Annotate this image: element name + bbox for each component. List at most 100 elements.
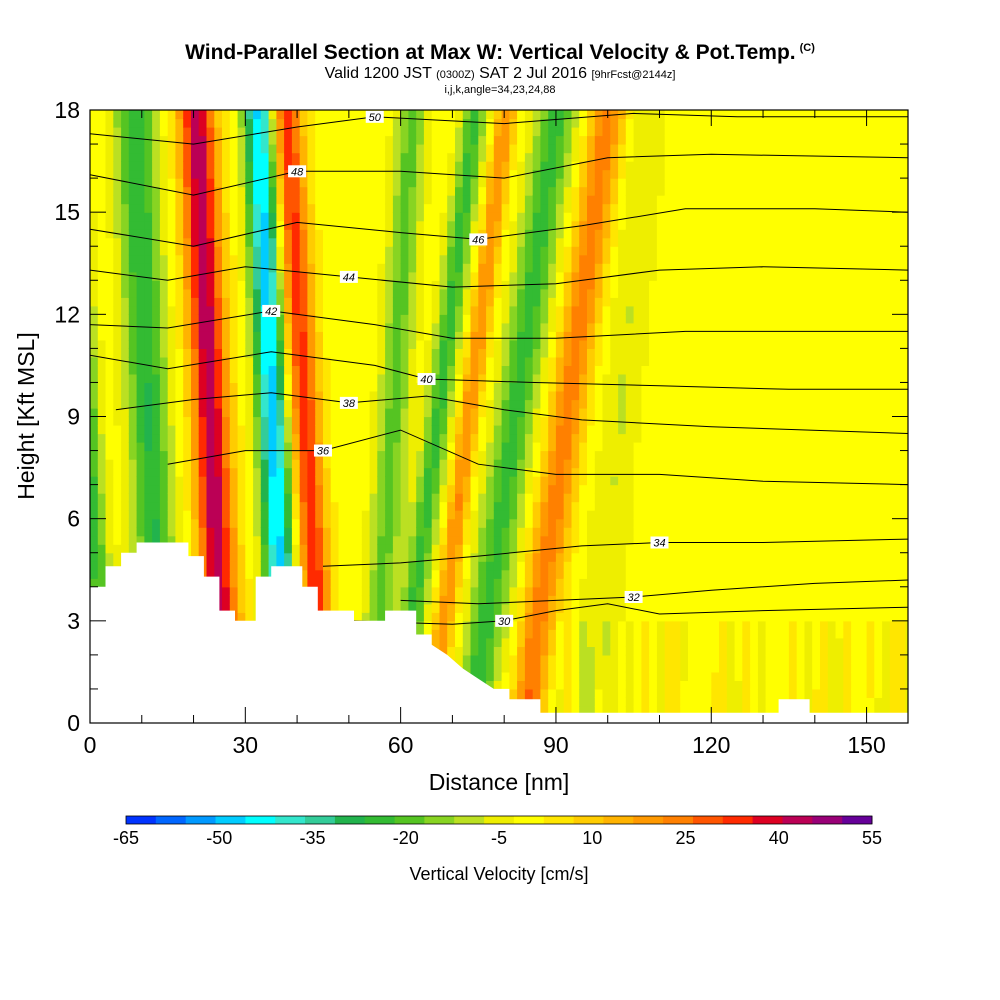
velocity-cell <box>323 254 332 264</box>
velocity-cell <box>183 212 192 222</box>
velocity-cell <box>214 118 223 128</box>
velocity-cell <box>416 144 425 154</box>
velocity-cell <box>392 348 402 358</box>
velocity-cell <box>354 467 363 477</box>
velocity-cell <box>136 425 145 435</box>
velocity-cell <box>447 595 456 605</box>
velocity-cell <box>423 493 433 503</box>
velocity-cell <box>470 484 479 494</box>
velocity-cell <box>571 144 580 154</box>
velocity-cell <box>478 178 487 188</box>
velocity-cell <box>431 186 441 196</box>
velocity-cell <box>594 118 604 128</box>
velocity-cell <box>284 467 293 477</box>
velocity-cell <box>408 152 417 162</box>
velocity-cell <box>121 510 130 520</box>
velocity-cell <box>214 356 223 366</box>
velocity-cell <box>555 365 565 375</box>
velocity-cell <box>330 544 340 554</box>
velocity-cell <box>175 280 184 290</box>
velocity-cell <box>540 476 549 486</box>
velocity-cell <box>90 339 99 349</box>
velocity-cell <box>501 510 510 520</box>
velocity-cell <box>571 425 580 435</box>
velocity-cell <box>90 161 99 171</box>
velocity-cell <box>447 220 456 230</box>
velocity-cell <box>532 603 542 613</box>
velocity-cell <box>330 467 340 477</box>
velocity-cell <box>563 135 573 145</box>
velocity-cell <box>470 518 479 528</box>
velocity-cell <box>299 476 309 486</box>
velocity-cell <box>183 399 192 409</box>
velocity-cell <box>455 161 464 171</box>
velocity-cell <box>563 467 573 477</box>
velocity-cell <box>237 425 246 435</box>
velocity-cell <box>486 416 495 426</box>
velocity-cell <box>315 144 324 154</box>
velocity-cell <box>284 280 293 290</box>
velocity-cell <box>276 246 285 256</box>
velocity-cell <box>470 552 479 562</box>
velocity-cell <box>167 348 177 358</box>
velocity-cell <box>548 118 557 128</box>
velocity-cell <box>354 408 363 418</box>
velocity-cell <box>361 135 371 145</box>
velocity-cell <box>462 646 472 656</box>
velocity-cell <box>315 476 324 486</box>
velocity-cell <box>152 365 161 375</box>
velocity-cell <box>121 195 130 205</box>
velocity-cell <box>408 305 417 315</box>
velocity-cell <box>354 399 363 409</box>
velocity-cell <box>493 152 503 162</box>
velocity-cell <box>610 706 619 716</box>
velocity-cell <box>501 178 510 188</box>
velocity-cell <box>524 229 534 239</box>
velocity-cell <box>385 416 394 426</box>
chart-subtitle: Valid 1200 JST (0300Z) SAT 2 Jul 2016 [9… <box>0 65 1000 84</box>
velocity-cell <box>152 510 161 520</box>
velocity-cell <box>470 263 479 273</box>
velocity-cell <box>276 399 285 409</box>
velocity-cell <box>548 510 557 520</box>
velocity-cell <box>229 169 239 179</box>
velocity-cell <box>439 561 448 571</box>
velocity-cell <box>222 501 231 511</box>
velocity-cell <box>214 373 223 383</box>
velocity-cell <box>532 110 542 120</box>
velocity-cell <box>229 425 239 435</box>
velocity-cell <box>152 305 161 315</box>
velocity-cell <box>330 459 340 469</box>
velocity-cell <box>330 433 340 443</box>
velocity-cell <box>385 552 394 562</box>
velocity-cell <box>377 339 386 349</box>
velocity-cell <box>159 459 169 469</box>
velocity-cell <box>579 527 588 537</box>
velocity-cell <box>602 637 611 647</box>
velocity-cell <box>602 280 611 290</box>
velocity-cell <box>152 339 161 349</box>
velocity-cell <box>423 237 433 247</box>
velocity-cell <box>400 535 409 545</box>
velocity-cell <box>128 510 138 520</box>
velocity-cell <box>579 391 588 401</box>
velocity-cell <box>268 229 277 239</box>
velocity-cell <box>105 237 114 247</box>
velocity-cell <box>291 433 301 443</box>
velocity-cell <box>229 399 239 409</box>
velocity-cell <box>571 391 580 401</box>
velocity-cell <box>222 322 231 332</box>
velocity-cell <box>509 510 518 520</box>
velocity-cell <box>400 569 409 579</box>
velocity-cell <box>377 612 386 622</box>
velocity-cell <box>509 186 518 196</box>
velocity-cell <box>354 382 363 392</box>
velocity-cell <box>602 391 611 401</box>
velocity-cell <box>136 433 145 443</box>
velocity-cell <box>167 254 177 264</box>
velocity-cell <box>455 433 464 443</box>
velocity-cell <box>517 425 526 435</box>
chart-title: Wind-Parallel Section at Max W: Vertical… <box>0 36 1000 65</box>
velocity-cell <box>478 527 487 537</box>
velocity-cell <box>385 212 394 222</box>
